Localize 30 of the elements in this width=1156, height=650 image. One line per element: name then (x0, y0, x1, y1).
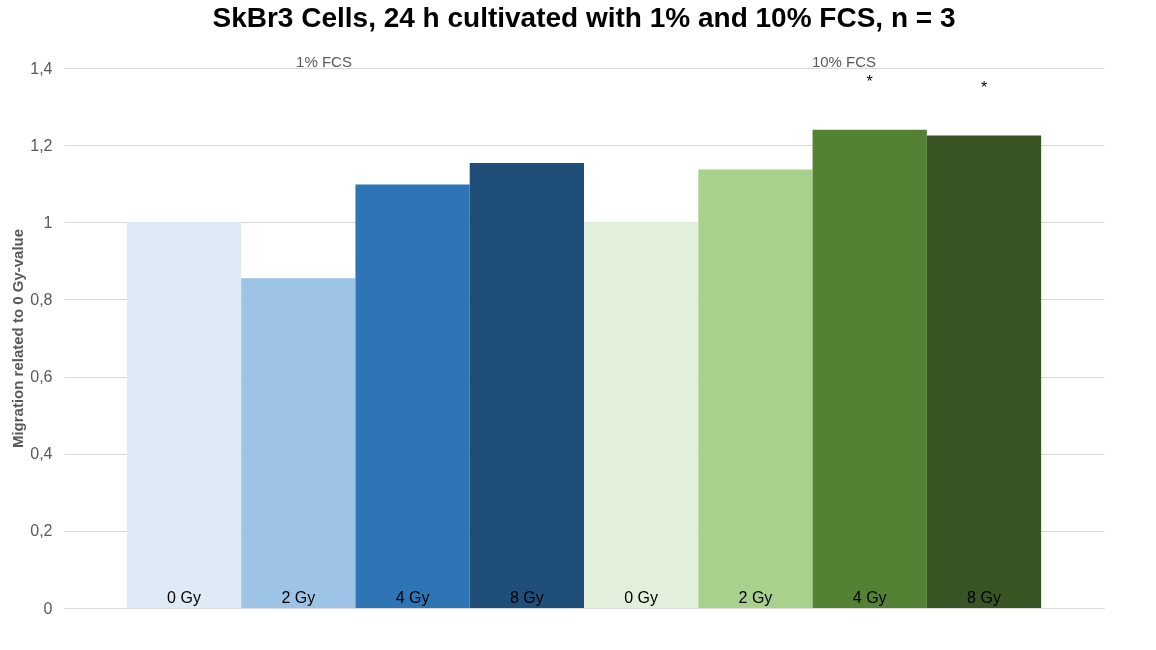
bar (926, 135, 1042, 608)
y-tick-label: 1,4 (30, 59, 53, 77)
y-axis-title: Migration related to 0 Gy-value (9, 228, 27, 449)
bar (241, 278, 356, 608)
bar (698, 169, 813, 608)
x-tick-label: 0 Gy (167, 589, 201, 606)
bar (812, 129, 927, 608)
x-tick-label: 4 Gy (395, 589, 430, 606)
data-label: * (866, 72, 873, 90)
data-label: * (980, 78, 988, 96)
y-tick-label: 0 (43, 599, 53, 617)
bar (126, 222, 242, 608)
y-tick-label: 1,2 (30, 136, 53, 154)
y-tick-label: 0,8 (30, 290, 53, 308)
x-tick-label: 2 Gy (738, 589, 773, 606)
y-tick-label: 0,2 (30, 522, 53, 540)
annotation: 1% FCS (296, 53, 352, 70)
y-tick-label: 1 (43, 213, 53, 231)
x-tick-label: 0 Gy (624, 589, 659, 606)
x-tick-label: 8 Gy (967, 589, 1001, 606)
chart-title: SkBr3 Cells, 24 h cultivated with 1% and 10% FCS, n = 3 (212, 2, 956, 33)
x-tick-label: 4 Gy (852, 589, 887, 606)
x-tick-label: 2 Gy (281, 589, 316, 606)
x-tick-label: 8 Gy (509, 589, 544, 606)
y-tick-label: 0,4 (30, 445, 53, 463)
bar (584, 222, 699, 608)
bar (355, 184, 470, 608)
bar (469, 162, 584, 608)
annotation: 10% FCS (811, 53, 877, 70)
y-tick-label: 0,6 (30, 368, 53, 386)
